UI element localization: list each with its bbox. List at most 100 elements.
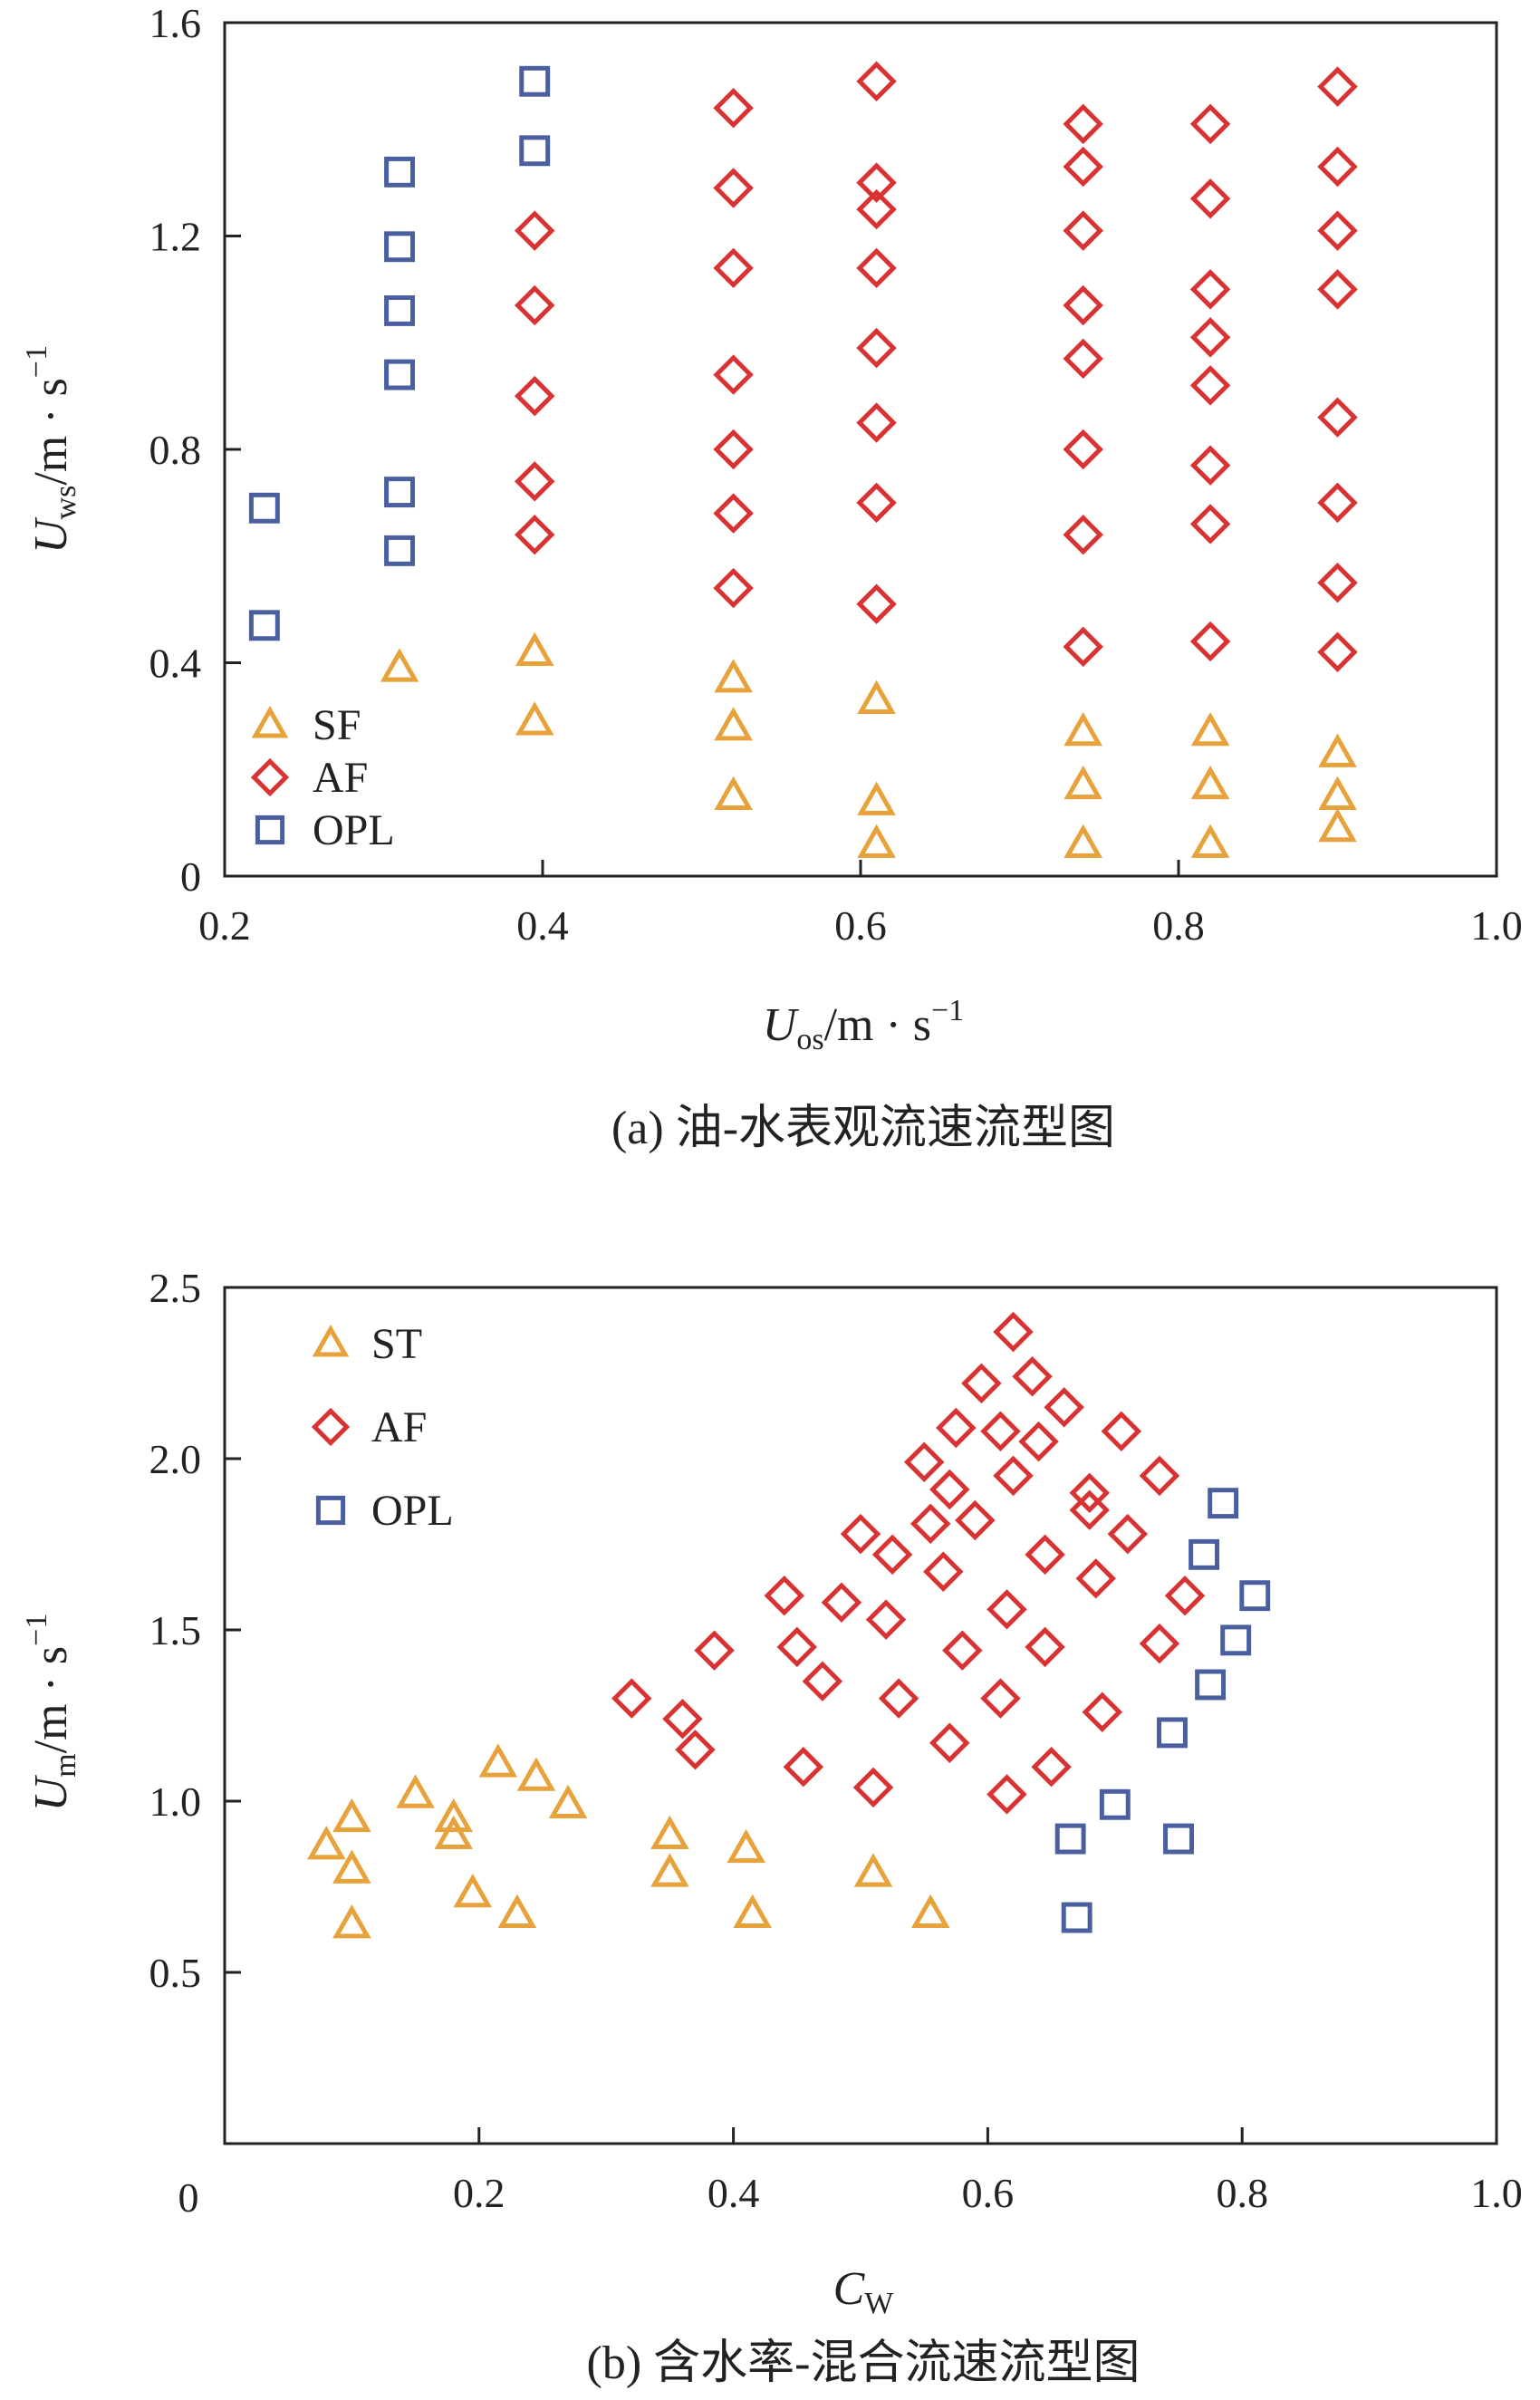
legend-label-af: AF xyxy=(313,754,368,802)
data-point-af xyxy=(1139,1455,1180,1497)
data-point-opl xyxy=(384,156,416,188)
data-point-af xyxy=(1164,1575,1206,1616)
data-point-st xyxy=(434,1815,474,1850)
data-point-af xyxy=(1063,284,1103,326)
data-point-af xyxy=(1189,269,1231,310)
data-point-opl xyxy=(384,359,416,390)
x-tick-label: 1.0 xyxy=(1470,902,1523,949)
data-point-st xyxy=(497,1894,537,1928)
data-point-opl xyxy=(519,135,551,167)
data-point-af xyxy=(1063,103,1103,145)
chart-a-caption: (a) 油-水表观流速流型图 xyxy=(611,1103,1115,1154)
data-point-sf xyxy=(515,701,554,736)
chart-a-x-axis-label: Uos/m · s−1 xyxy=(763,994,964,1056)
x-tick-label: 0.8 xyxy=(1216,2170,1268,2216)
data-point-af xyxy=(987,1589,1027,1630)
data-point-opl xyxy=(384,477,416,508)
data-point-af xyxy=(910,1503,951,1545)
y-tick-label: 2.5 xyxy=(149,1265,202,1311)
data-point-af xyxy=(1189,365,1231,406)
data-point-af xyxy=(1189,103,1231,145)
data-point-st xyxy=(727,1828,765,1864)
data-point-af xyxy=(514,514,555,555)
data-point-af xyxy=(1063,626,1103,668)
data-point-af xyxy=(713,168,754,208)
data-point-opl xyxy=(248,610,280,641)
data-point-af xyxy=(942,1630,983,1671)
x-tick-label: 1.0 xyxy=(1470,2170,1523,2216)
data-point-af xyxy=(675,1730,716,1770)
legend-marker-af xyxy=(250,757,290,797)
x-tick-label: 0.4 xyxy=(707,2170,760,2216)
data-point-af xyxy=(1031,1746,1072,1788)
data-point-af xyxy=(856,482,897,524)
chart-b-x-axis-label: CW xyxy=(833,2263,895,2320)
data-point-opl xyxy=(1220,1624,1252,1656)
y-tick-label: 1.0 xyxy=(149,1778,202,1825)
data-point-af xyxy=(980,1678,1021,1719)
data-point-af xyxy=(514,210,555,251)
data-point-af xyxy=(878,1678,919,1719)
data-point-opl xyxy=(384,294,416,326)
y-tick-label: 1.2 xyxy=(149,214,202,260)
data-point-af xyxy=(1317,397,1358,438)
data-point-af xyxy=(1063,338,1103,380)
data-point-af xyxy=(1189,445,1231,486)
data-point-af xyxy=(1189,178,1231,219)
data-point-st xyxy=(332,1849,371,1884)
data-point-af xyxy=(871,1534,913,1576)
data-point-af xyxy=(713,354,754,395)
data-point-af xyxy=(713,247,754,289)
data-point-af xyxy=(1317,631,1358,672)
data-point-af xyxy=(713,567,754,609)
data-point-st xyxy=(307,1826,346,1860)
data-point-opl xyxy=(1054,1823,1086,1855)
data-point-af xyxy=(1063,210,1103,251)
data-point-af xyxy=(955,1499,996,1541)
data-point-af xyxy=(1069,1472,1110,1514)
legend-label-st: ST xyxy=(371,1320,422,1368)
chart-a-y-axis-label: Uws/m · s−1 xyxy=(20,345,82,554)
data-point-af xyxy=(923,1551,964,1592)
data-point-af xyxy=(1063,146,1103,188)
y-tick-label: 0.8 xyxy=(149,427,202,473)
data-point-af xyxy=(856,327,897,369)
data-point-af xyxy=(856,162,897,203)
data-point-opl xyxy=(1208,1488,1239,1519)
data-point-sf xyxy=(857,680,896,714)
legend-marker-sf xyxy=(251,705,289,738)
legend-marker-st xyxy=(312,1324,350,1357)
data-point-af xyxy=(1063,514,1103,555)
y-tick-label: 0.4 xyxy=(149,641,202,687)
chart-b-frame xyxy=(223,1286,1498,2145)
data-point-sf xyxy=(1064,824,1103,858)
legend-marker-af xyxy=(311,1407,351,1447)
data-point-opl xyxy=(1195,1669,1227,1701)
chart-b: 0 0.2 0.4 0.6 0.8 1.00.51.01.52.02.5 STAFOPL … xyxy=(20,1265,1523,2389)
data-point-af xyxy=(980,1411,1021,1451)
data-point-af xyxy=(929,1722,970,1763)
data-point-af xyxy=(856,583,897,624)
data-point-af xyxy=(694,1630,735,1671)
data-point-af xyxy=(936,1407,977,1449)
data-point-opl xyxy=(1157,1717,1188,1749)
data-point-sf xyxy=(714,659,753,693)
data-point-af xyxy=(1025,1626,1065,1668)
y-tick-label: 1.5 xyxy=(149,1607,202,1653)
data-point-opl xyxy=(1163,1823,1194,1855)
legend-label-af: AF xyxy=(371,1403,427,1451)
data-point-af xyxy=(1069,1489,1110,1530)
data-point-af xyxy=(993,1455,1034,1497)
data-point-af xyxy=(1018,1421,1059,1462)
data-point-af xyxy=(1044,1387,1084,1428)
data-point-af xyxy=(1317,66,1358,107)
legend-label-opl: OPL xyxy=(313,806,395,854)
data-point-st xyxy=(516,1757,556,1791)
data-point-af xyxy=(903,1441,945,1483)
data-point-af xyxy=(852,1767,894,1808)
data-point-st xyxy=(332,1904,371,1939)
data-point-sf xyxy=(714,707,753,741)
chart-b-legend: ST AF OPL xyxy=(311,1320,454,1535)
data-point-opl xyxy=(519,65,551,97)
data-point-af xyxy=(1317,146,1358,188)
